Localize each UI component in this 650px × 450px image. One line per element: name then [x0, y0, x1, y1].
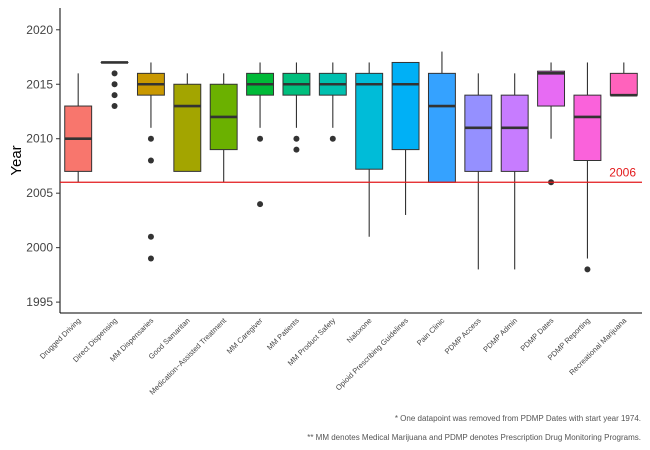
box-group	[64, 73, 93, 183]
x-category-label: MM Caregiver	[225, 316, 265, 356]
box-group	[209, 73, 238, 183]
outlier-point	[147, 157, 154, 164]
x-category-label: Naloxone	[345, 316, 374, 345]
outlier-point	[111, 81, 118, 88]
footnote-abbreviations: ** MM denotes Medical Marijuana and PDMP…	[307, 433, 641, 442]
box-iqr	[427, 72, 456, 183]
y-tick-label: 2020	[26, 23, 53, 37]
y-tick-label: 2000	[26, 241, 53, 255]
box-group	[464, 73, 493, 270]
footnote-removed-datapoint: * One datapoint was removed from PDMP Da…	[394, 414, 641, 423]
outlier-point	[329, 135, 336, 142]
box-group	[282, 62, 311, 153]
box-group	[355, 62, 384, 237]
outlier-point	[147, 135, 154, 142]
x-category-label: Opioid Prescribing Guidelines	[334, 316, 410, 392]
box-group	[537, 62, 566, 186]
box-group	[318, 62, 347, 142]
y-axis-title: Year	[8, 145, 25, 175]
box-group	[573, 62, 602, 273]
y-tick-label: 1995	[26, 295, 53, 309]
box-iqr	[500, 94, 529, 172]
x-category-label: Medication−Assisted Treatment	[148, 315, 229, 396]
outlier-point	[111, 70, 118, 77]
outlier-point	[147, 255, 154, 262]
box-group	[100, 61, 129, 110]
outlier-point	[111, 103, 118, 110]
x-category-label: PDMP Access	[443, 316, 483, 356]
box-group	[173, 73, 202, 172]
outlier-point	[293, 146, 300, 153]
box-iqr	[173, 83, 202, 172]
x-category-label: MM Patients	[265, 316, 301, 352]
outlier-point	[111, 92, 118, 99]
outlier-point	[257, 135, 264, 142]
box-iqr	[391, 61, 420, 151]
box-group	[246, 62, 275, 208]
outlier-point	[147, 233, 154, 240]
box-group	[500, 73, 529, 270]
box-iqr	[573, 94, 602, 161]
box-group	[609, 62, 638, 97]
x-category-label: PDMP Admin	[481, 316, 519, 354]
box-iqr	[537, 70, 566, 107]
outlier-point	[257, 201, 264, 208]
reference-line-label: 2006	[609, 165, 636, 179]
box-iqr	[464, 94, 493, 172]
outlier-point	[584, 266, 591, 273]
box-iqr	[355, 72, 384, 170]
x-category-label: PDMP Dates	[519, 316, 556, 353]
box-group	[391, 61, 420, 215]
outlier-point	[293, 135, 300, 142]
y-tick-label: 2005	[26, 186, 53, 200]
x-category-label: Pain Clinic	[415, 316, 447, 348]
y-tick-label: 2015	[26, 77, 53, 91]
box-group	[427, 51, 456, 183]
box-group	[136, 62, 165, 262]
y-tick-label: 2010	[26, 132, 53, 146]
box-iqr	[609, 72, 638, 96]
